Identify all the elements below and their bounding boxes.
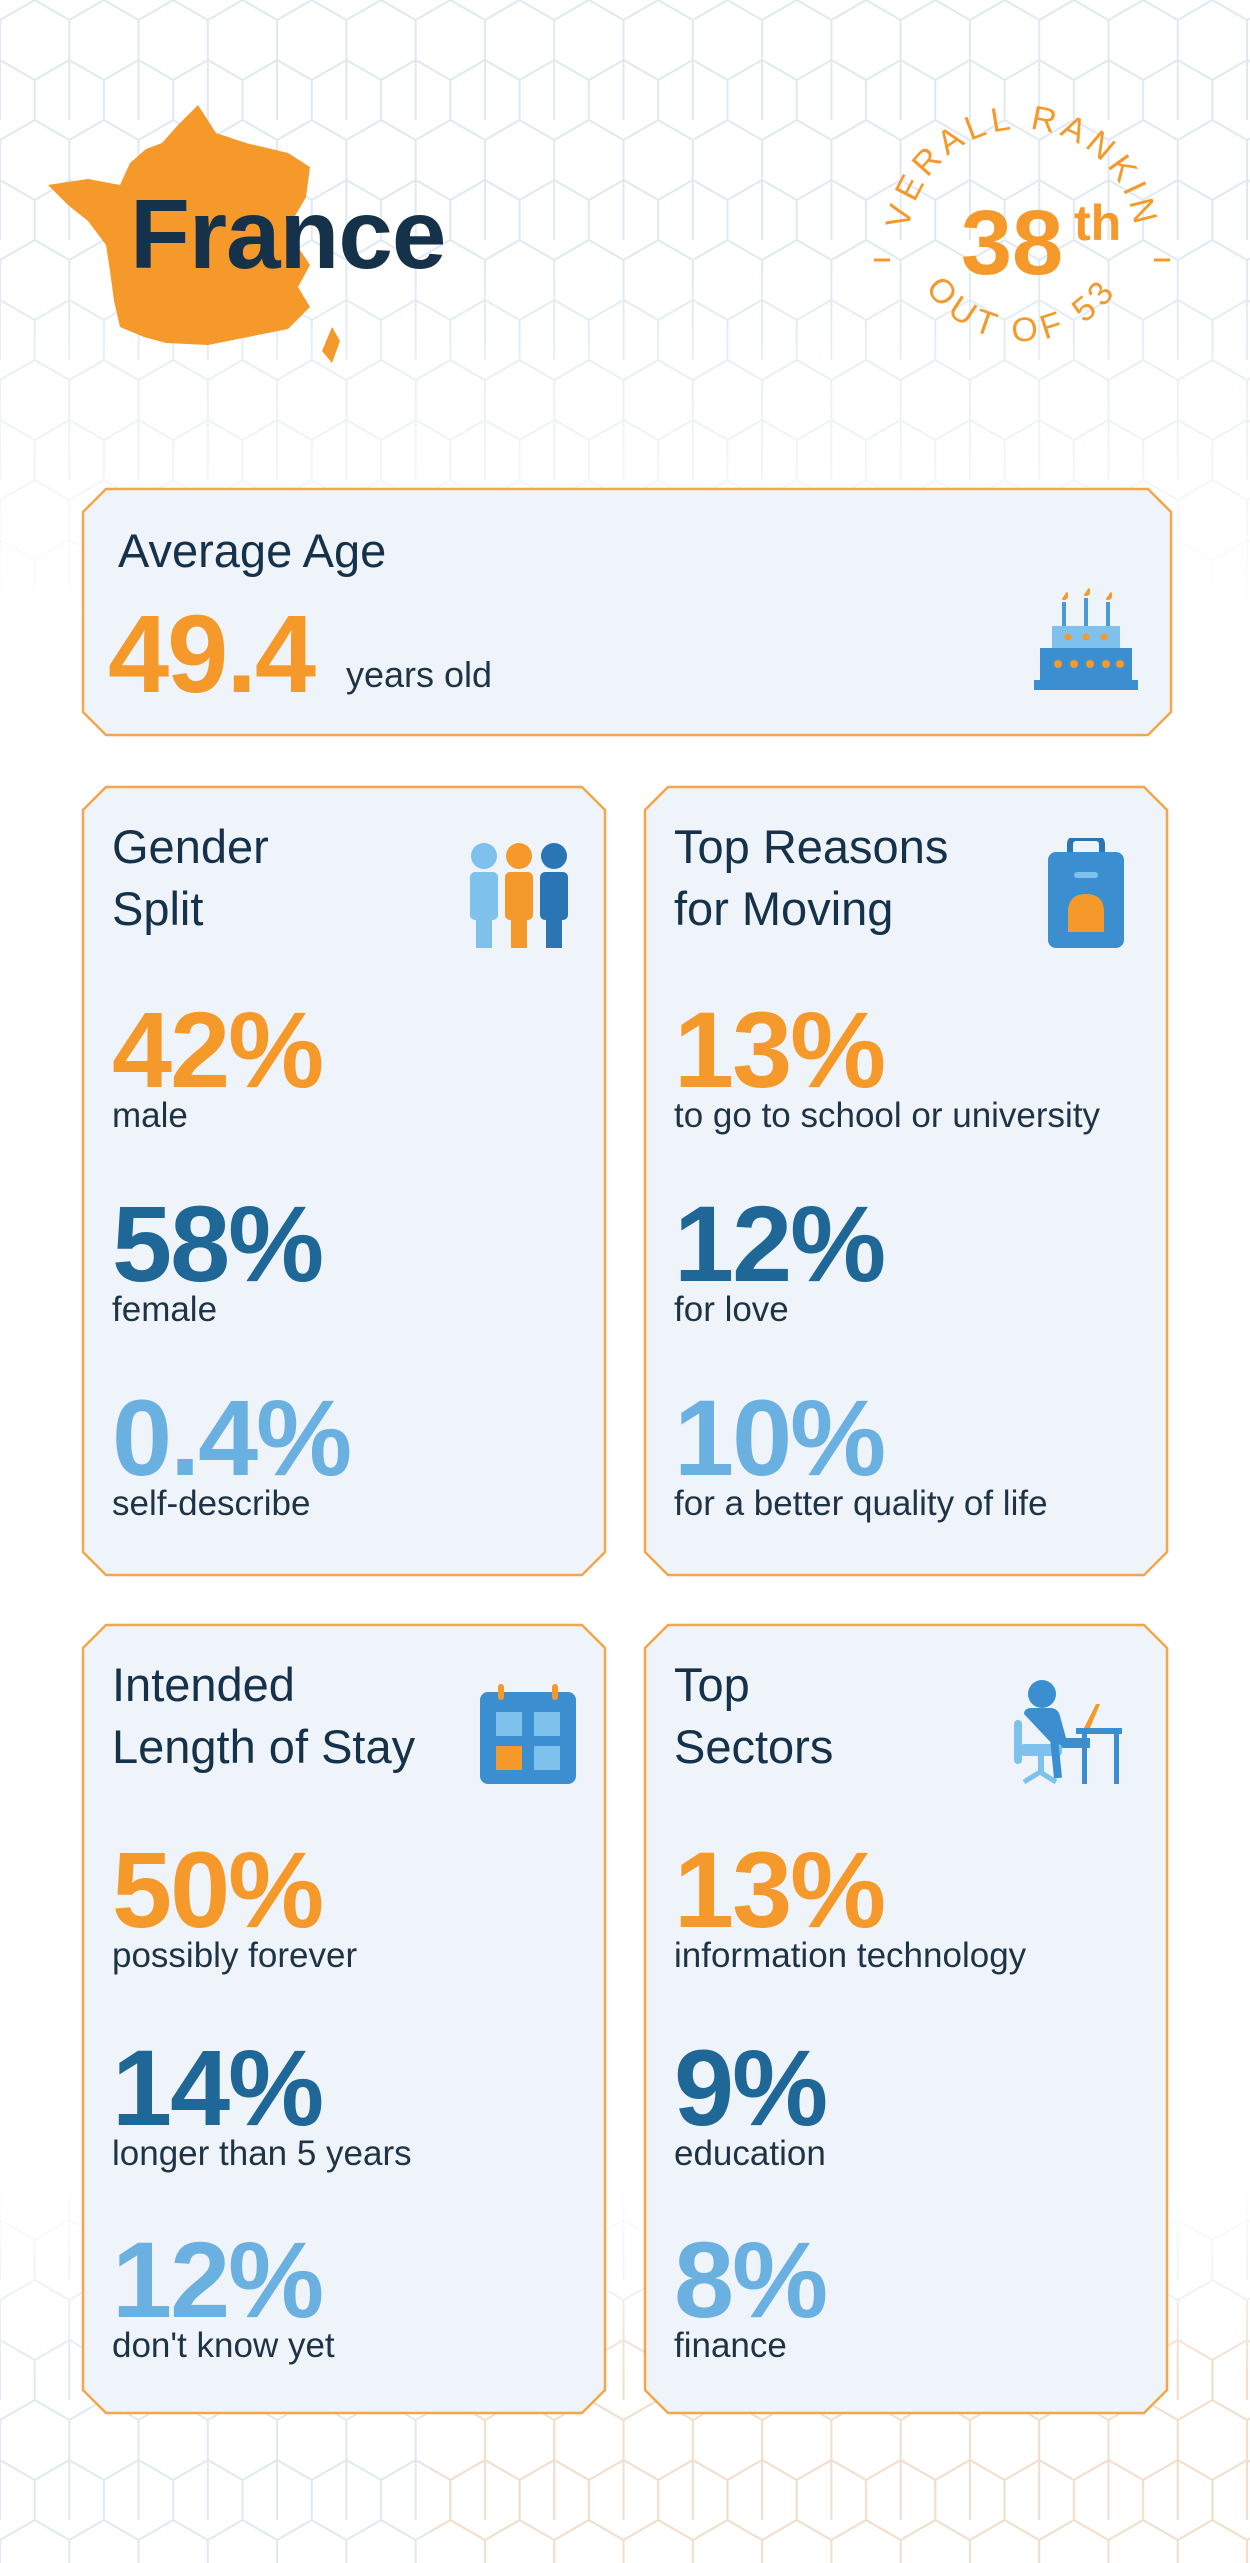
reasons-stat-3-label: for a better quality of life — [674, 1484, 1048, 1523]
ranking-suffix: th — [1074, 195, 1121, 251]
calendar-icon — [480, 1684, 576, 1784]
reasons-stat-1-label: to go to school or university — [674, 1096, 1101, 1135]
stay-stat-3-label: don't know yet — [112, 2326, 335, 2365]
ranking-value: 38 — [961, 192, 1063, 294]
reasons-stat-1-value: 13% — [674, 989, 885, 1110]
country-name: France — [130, 179, 446, 289]
gender-stat-1-label: male — [112, 1096, 188, 1135]
birthday-cake-icon — [1034, 586, 1138, 692]
top-sectors-title-line2: Sectors — [674, 1720, 834, 1773]
person-at-desk-icon — [1010, 1678, 1122, 1784]
stay-stat-2-value: 14% — [112, 2027, 323, 2148]
length-of-stay-title: Intended Length of Stay — [112, 1654, 415, 1778]
sectors-stat-1-value: 13% — [674, 1829, 885, 1950]
average-age-title: Average Age — [118, 524, 387, 577]
reasons-stat-2-value: 12% — [674, 1183, 885, 1304]
average-age-value: 49.4 — [108, 593, 315, 716]
sectors-stat-1-label: information technology — [674, 1936, 1027, 1975]
gender-split-card: Gender Split 42% male 58% female 0.4% se… — [82, 786, 606, 1576]
top-reasons-card: Top Reasons for Moving 13% to go to scho… — [644, 786, 1168, 1576]
length-of-stay-title-line2: Length of Stay — [112, 1720, 416, 1773]
top-reasons-title: Top Reasons for Moving — [674, 816, 948, 940]
sectors-stat-2-label: education — [674, 2134, 826, 2173]
top-sectors-card: Top Sectors 13% information technology 9… — [644, 1624, 1168, 2414]
gender-split-title-line1: Gender — [112, 820, 269, 873]
top-reasons-title-line2: for Moving — [674, 882, 894, 935]
reasons-stat-2-label: for love — [674, 1290, 789, 1329]
top-reasons-title-line1: Top Reasons — [674, 820, 949, 873]
gender-stat-1-value: 42% — [112, 989, 323, 1110]
gender-split-title-line2: Split — [112, 882, 204, 935]
people-icon — [466, 842, 572, 948]
gender-stat-2-label: female — [112, 1290, 218, 1329]
stay-stat-3-value: 12% — [112, 2219, 323, 2340]
sectors-stat-3-value: 8% — [674, 2219, 827, 2340]
sectors-stat-2-value: 9% — [674, 2027, 827, 2148]
gender-stat-3-value: 0.4% — [112, 1377, 351, 1498]
average-age-unit: years old — [346, 654, 493, 695]
gender-stat-2-value: 58% — [112, 1183, 323, 1304]
length-of-stay-title-line1: Intended — [112, 1658, 295, 1711]
length-of-stay-card: Intended Length of Stay 50% possibly for… — [82, 1624, 606, 2414]
stay-stat-2-label: longer than 5 years — [112, 2134, 412, 2173]
gender-stat-3-label: self-describe — [112, 1484, 311, 1523]
sectors-stat-3-label: finance — [674, 2326, 787, 2365]
gender-split-title: Gender Split — [112, 816, 269, 940]
top-sectors-title: Top Sectors — [674, 1654, 833, 1778]
overall-ranking-badge: OVERALL RANKING OUT OF 53 38 th — [862, 68, 1170, 350]
stay-stat-1-label: possibly forever — [112, 1936, 358, 1975]
suitcase-icon — [1048, 838, 1124, 948]
stay-stat-1-value: 50% — [112, 1829, 323, 1950]
reasons-stat-3-value: 10% — [674, 1377, 885, 1498]
top-sectors-title-line1: Top — [674, 1658, 750, 1711]
average-age-card: Average Age 49.4 years old — [82, 488, 1172, 736]
france-map-icon — [48, 105, 340, 363]
